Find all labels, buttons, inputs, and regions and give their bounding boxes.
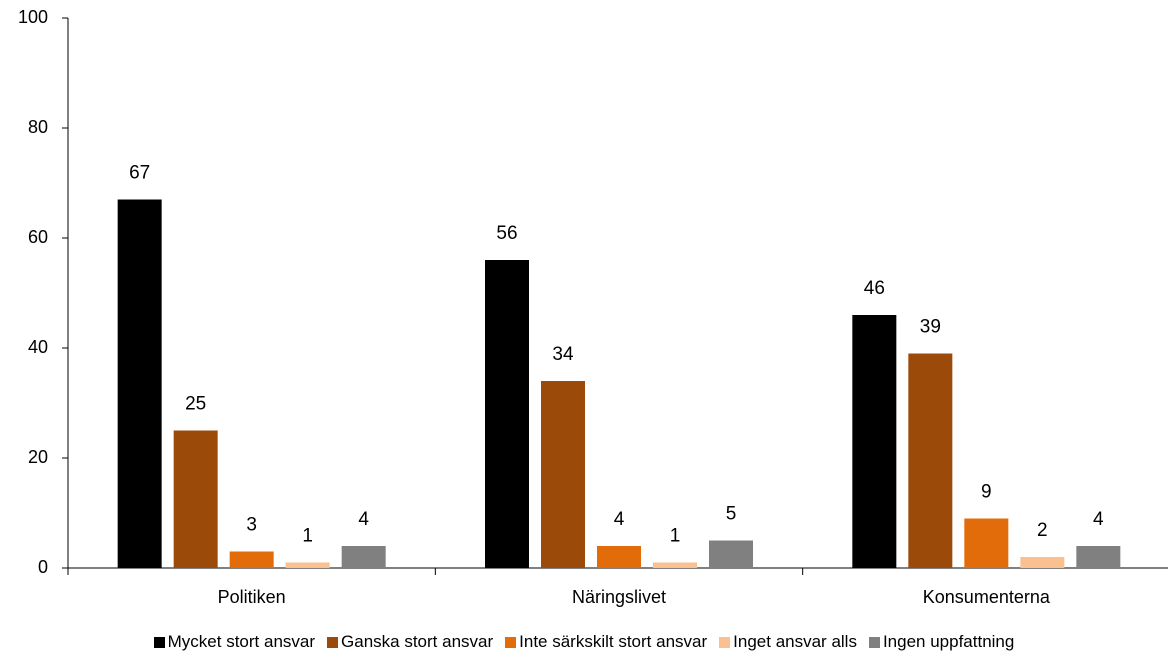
bar — [653, 562, 697, 568]
value-label: 34 — [552, 344, 574, 365]
bar — [485, 260, 529, 568]
legend-swatch — [719, 636, 731, 648]
legend-label: Ganska stort ansvar — [341, 632, 494, 651]
value-label: 4 — [1093, 509, 1104, 530]
legend-swatch — [505, 636, 517, 648]
chart: 020406080100Politiken6725314Näringslivet… — [18, 7, 1168, 607]
bar — [908, 353, 953, 568]
legend-label: Inte särkskilt stort ansvar — [519, 632, 708, 651]
legend-item: Ganska stort ansvar — [327, 632, 493, 652]
legend-swatch — [327, 636, 339, 648]
x-tick-label: Konsumenterna — [923, 587, 1051, 607]
legend-item: Inget ansvar alls — [719, 632, 857, 652]
value-label: 4 — [358, 509, 369, 530]
y-tick-label: 40 — [28, 337, 48, 357]
x-tick-label: Näringslivet — [572, 587, 666, 607]
x-tick-label: Politiken — [218, 587, 286, 607]
y-tick-label: 100 — [18, 7, 48, 27]
value-label: 56 — [496, 223, 517, 244]
legend: Mycket stort ansvar Ganska stort ansvar In… — [0, 632, 1168, 652]
legend-label: Ingen uppfattning — [882, 632, 1015, 651]
legend-swatch — [868, 636, 880, 648]
legend-label: Mycket stort ansvar — [167, 632, 316, 651]
y-tick-label: 0 — [38, 557, 48, 577]
legend-item: Inte särkskilt stort ansvar — [505, 632, 707, 652]
value-label: 39 — [920, 317, 941, 338]
bar — [597, 546, 641, 568]
bar — [1076, 546, 1121, 568]
legend-item: Ingen uppfattning — [868, 632, 1015, 652]
bar — [285, 562, 330, 568]
y-tick-label: 60 — [28, 227, 48, 247]
bar — [709, 540, 753, 568]
value-label: 2 — [1037, 520, 1048, 541]
value-label: 1 — [302, 526, 313, 547]
legend-item: Mycket stort ansvar — [153, 632, 316, 652]
value-label: 25 — [185, 394, 206, 415]
bar — [852, 315, 897, 568]
value-label: 67 — [129, 163, 150, 184]
y-tick-label: 20 — [28, 447, 48, 467]
value-label: 1 — [670, 526, 681, 547]
value-label: 46 — [864, 278, 885, 299]
bar — [541, 381, 585, 568]
bar — [117, 199, 162, 568]
bar — [173, 430, 218, 568]
value-label: 9 — [981, 482, 992, 503]
legend-swatch — [153, 636, 165, 648]
value-label: 4 — [614, 509, 625, 530]
legend-label: Inget ansvar alls — [733, 632, 857, 651]
value-label: 3 — [246, 515, 257, 536]
bar — [229, 551, 274, 568]
bar — [341, 546, 386, 568]
value-label: 5 — [726, 504, 737, 525]
bar — [964, 518, 1009, 568]
bar — [1020, 557, 1065, 568]
y-tick-label: 80 — [28, 117, 48, 137]
